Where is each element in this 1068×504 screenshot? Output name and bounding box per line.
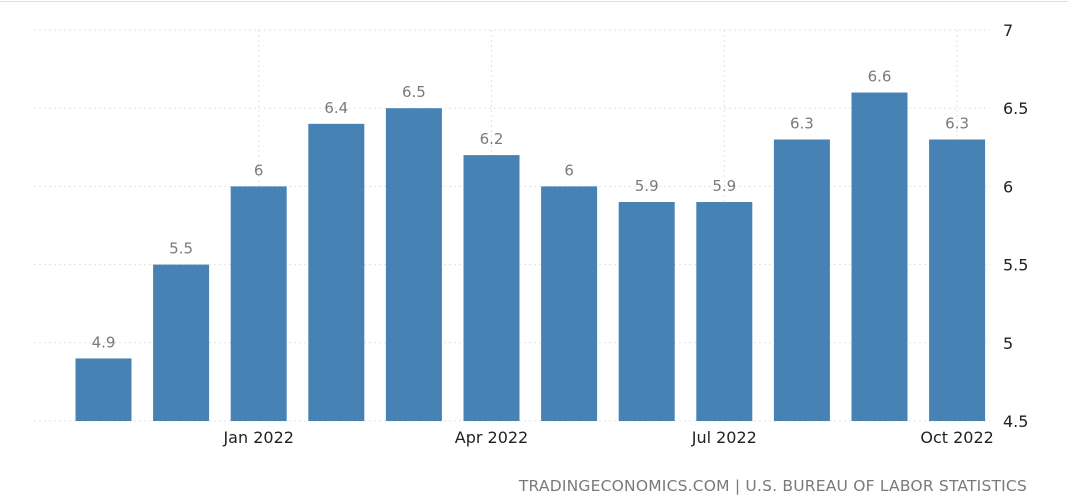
bar [153, 264, 210, 421]
y-tick-label: 7 [1003, 21, 1013, 40]
data-label: 6.3 [945, 114, 969, 132]
data-labels: 4.9 5.5 6 6.4 6.5 6.2 6 5.9 5.9 6.3 6.6 6.3 [92, 68, 969, 352]
bar [463, 155, 520, 421]
x-tick-label: Jan 2022 [222, 428, 293, 447]
bar [929, 139, 986, 422]
data-label: 6.3 [790, 114, 814, 132]
bar [385, 108, 442, 421]
x-tick-label: Oct 2022 [920, 428, 993, 447]
bar [308, 123, 365, 421]
y-tick-label: 5 [1003, 334, 1013, 353]
bar [773, 139, 830, 422]
bar [541, 186, 598, 421]
data-label: 6 [254, 161, 264, 179]
data-label: 5.5 [169, 240, 193, 258]
bar [696, 202, 753, 421]
data-label: 6.2 [480, 130, 504, 148]
y-tick-label: 4.5 [1003, 412, 1028, 431]
y-tick-label: 6.5 [1003, 99, 1028, 118]
data-label: 6.4 [324, 99, 348, 117]
bar [230, 186, 287, 421]
data-label: 5.9 [712, 177, 736, 195]
x-tick-label: Apr 2022 [455, 428, 528, 447]
y-axis: 4.5 5 5.5 6 6.5 7 [1003, 21, 1028, 431]
bars [75, 92, 986, 422]
data-label: 6.5 [402, 83, 426, 101]
source-credit: TRADINGECONOMICS.COM | U.S. BUREAU OF LA… [518, 477, 1027, 495]
data-label: 6.6 [868, 68, 892, 86]
bar [851, 92, 908, 421]
y-tick-label: 5.5 [1003, 256, 1028, 275]
data-label: 6 [564, 161, 574, 179]
data-label: 5.9 [635, 177, 659, 195]
y-tick-label: 6 [1003, 177, 1013, 196]
bar [75, 358, 132, 421]
data-label: 4.9 [92, 333, 116, 351]
x-axis: Jan 2022 Apr 2022 Jul 2022 Oct 2022 [222, 428, 993, 447]
x-tick-label: Jul 2022 [691, 428, 757, 447]
bar [618, 202, 675, 421]
